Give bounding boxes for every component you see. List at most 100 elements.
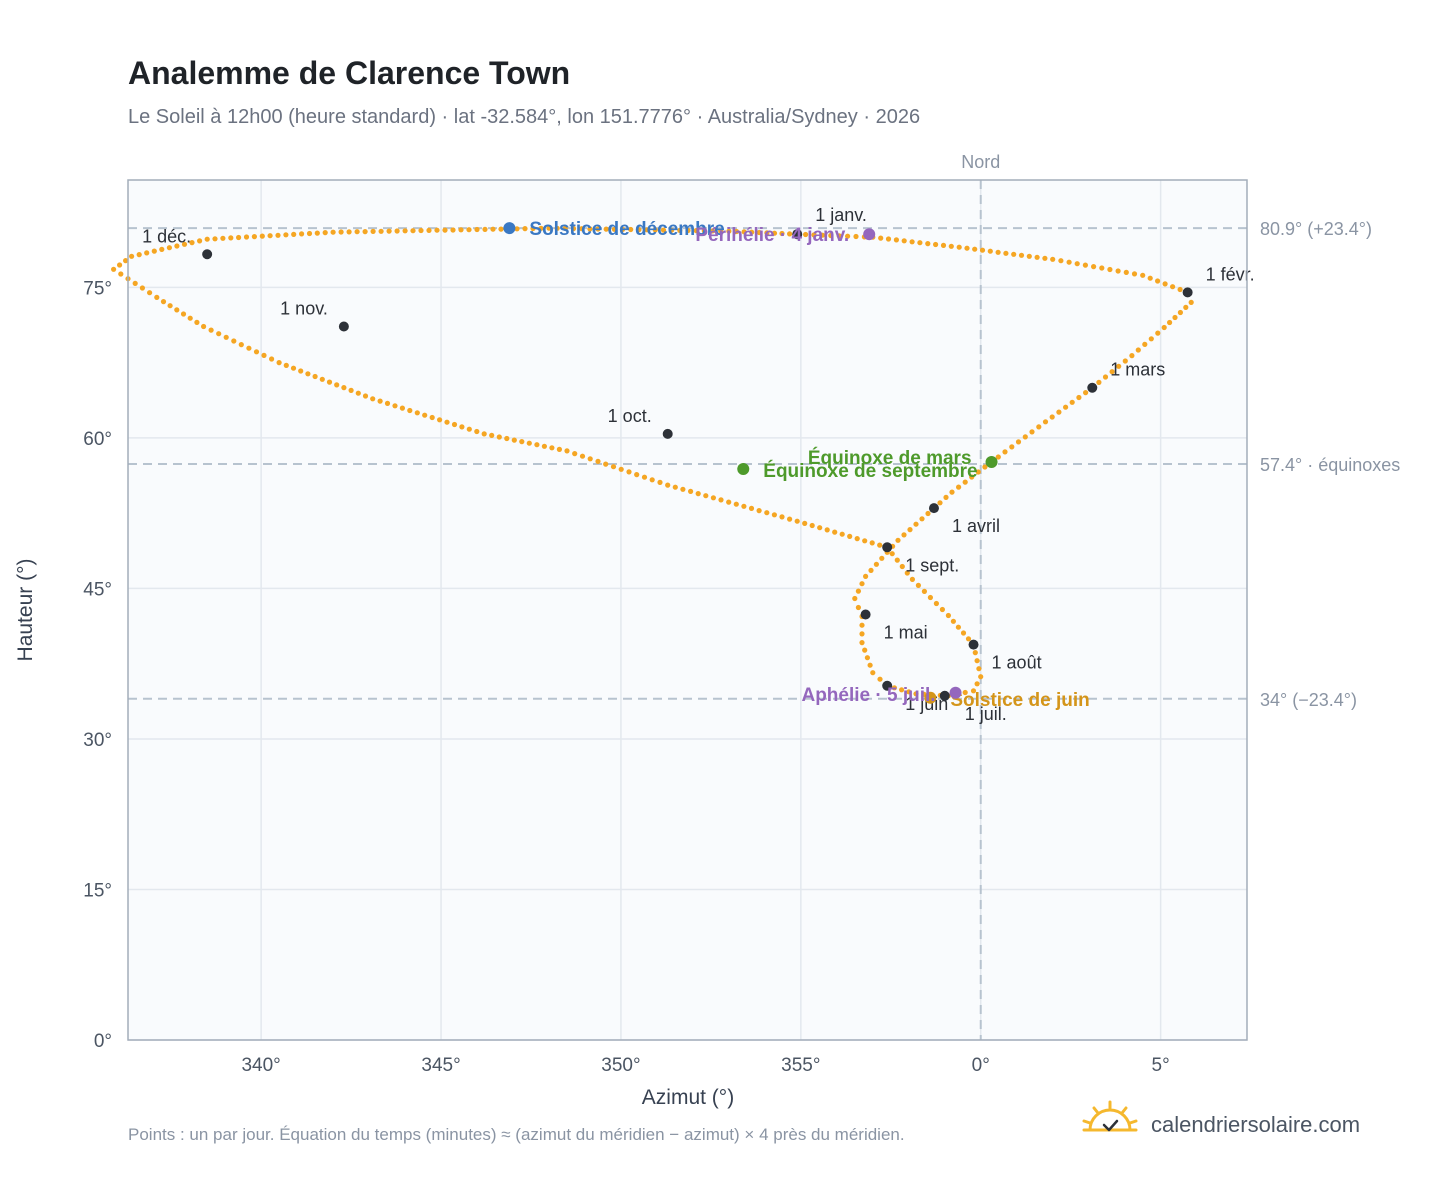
daily-sun-dot — [319, 376, 325, 382]
daily-sun-dot — [974, 681, 980, 687]
daily-sun-dot — [174, 243, 180, 249]
daily-sun-dot — [514, 226, 520, 232]
daily-sun-dot — [504, 435, 510, 442]
month-label: 1 oct. — [608, 406, 652, 426]
daily-sun-dot — [338, 229, 344, 235]
daily-sun-dot — [132, 280, 138, 286]
daily-sun-dot — [392, 403, 398, 409]
month-start-point — [882, 542, 893, 553]
x-axis-title: Azimut (°) — [642, 1086, 734, 1109]
daily-sun-dot — [726, 228, 732, 234]
daily-sun-dot — [803, 231, 809, 238]
daily-sun-dot — [1123, 269, 1129, 275]
daily-sun-dot — [394, 228, 400, 234]
daily-sun-dot — [261, 352, 267, 358]
daily-sun-dot — [885, 236, 892, 242]
daily-sun-dot — [962, 479, 968, 485]
daily-sun-dot — [1066, 259, 1072, 265]
daily-sun-dot — [139, 285, 145, 291]
daily-sun-dot — [685, 227, 691, 234]
daily-sun-dot — [927, 594, 934, 601]
daily-sun-dot — [216, 331, 222, 337]
daily-sun-dot — [402, 228, 408, 234]
daily-sun-dot — [267, 233, 273, 239]
brand-name[interactable]: calendriersolaire.com — [1151, 1112, 1360, 1137]
daily-sun-dot — [136, 252, 142, 258]
daily-sun-dot — [824, 527, 830, 533]
daily-sun-dot — [945, 612, 952, 619]
daily-sun-dot — [943, 494, 949, 500]
daily-sun-dot — [410, 228, 416, 234]
daily-sun-dot — [718, 497, 724, 503]
daily-sun-dot — [733, 228, 740, 235]
daily-sun-dot — [1140, 272, 1146, 278]
daily-sun-dot — [693, 228, 699, 234]
daily-sun-dot — [618, 466, 624, 472]
altitude-reference-label: 80.9° (+23.4°) — [1260, 219, 1372, 239]
daily-sun-dot — [787, 516, 793, 522]
daily-sun-dot — [1002, 449, 1008, 455]
daily-sun-dot — [299, 231, 305, 237]
daily-sun-dot — [201, 323, 207, 330]
daily-sun-dot — [995, 249, 1001, 255]
daily-sun-dot — [1015, 439, 1022, 445]
month-start-point — [792, 229, 803, 240]
daily-sun-dot — [1069, 399, 1075, 405]
daily-sun-dot — [1029, 429, 1035, 435]
daily-sun-dot — [595, 226, 601, 232]
month-label: 1 nov. — [280, 299, 328, 319]
daily-sun-dot — [764, 510, 770, 516]
daily-sun-dot — [956, 484, 962, 490]
daily-sun-dot — [118, 271, 124, 277]
check-icon — [1102, 1119, 1119, 1132]
daily-sun-dot — [703, 493, 709, 499]
daily-sun-dot — [370, 228, 376, 234]
daily-sun-dot — [181, 241, 188, 247]
daily-sun-dot — [283, 232, 289, 238]
daily-sun-dot — [434, 227, 440, 233]
daily-sun-dot — [913, 521, 919, 527]
daily-sun-dot — [869, 540, 875, 546]
daily-sun-dot — [949, 489, 955, 495]
daily-sun-dot — [950, 618, 957, 624]
x-tick-label: 0° — [972, 1055, 990, 1076]
daily-sun-dot — [238, 342, 244, 348]
daily-sun-dot — [595, 458, 601, 464]
daily-sun-dot — [845, 233, 851, 239]
daily-sun-dot — [1116, 363, 1122, 369]
month-label: 1 juin — [905, 694, 948, 714]
daily-sun-dot — [458, 227, 464, 233]
month-label: 1 déc. — [142, 226, 191, 246]
daily-sun-dot — [231, 338, 237, 344]
daily-sun-dot — [859, 581, 865, 587]
event-label: Aphélie · 5 juil. — [801, 685, 935, 706]
daily-sun-dot — [490, 226, 496, 232]
daily-sun-dot — [909, 576, 916, 583]
daily-sun-dot — [611, 226, 618, 232]
daily-sun-dot — [628, 226, 634, 233]
daily-sun-dot — [955, 624, 962, 630]
daily-sun-dot — [1155, 278, 1161, 284]
daily-sun-dot — [204, 236, 210, 242]
altitude-reference-label: 57.4° · équinoxes — [1260, 455, 1400, 475]
daily-sun-dot — [1063, 404, 1069, 410]
daily-sun-dot — [771, 512, 778, 518]
daily-sun-dot — [306, 230, 313, 237]
brand-logo[interactable]: calendriersolaire.com — [1082, 1100, 1360, 1137]
daily-sun-dot — [987, 248, 993, 254]
daily-sun-dot — [526, 440, 532, 446]
daily-sun-dot — [787, 231, 793, 237]
daily-sun-dot — [459, 424, 465, 430]
daily-sun-dot — [855, 604, 862, 611]
daily-sun-dot — [672, 484, 678, 490]
y-tick-label: 30° — [83, 730, 112, 751]
daily-sun-dot — [901, 238, 907, 244]
daily-sun-dot — [933, 600, 940, 607]
daily-sun-dot — [554, 225, 560, 231]
daily-sun-dot — [909, 239, 915, 245]
daily-sun-dot — [925, 241, 931, 247]
daily-sun-dot — [519, 439, 525, 445]
daily-sun-dot — [579, 226, 585, 232]
